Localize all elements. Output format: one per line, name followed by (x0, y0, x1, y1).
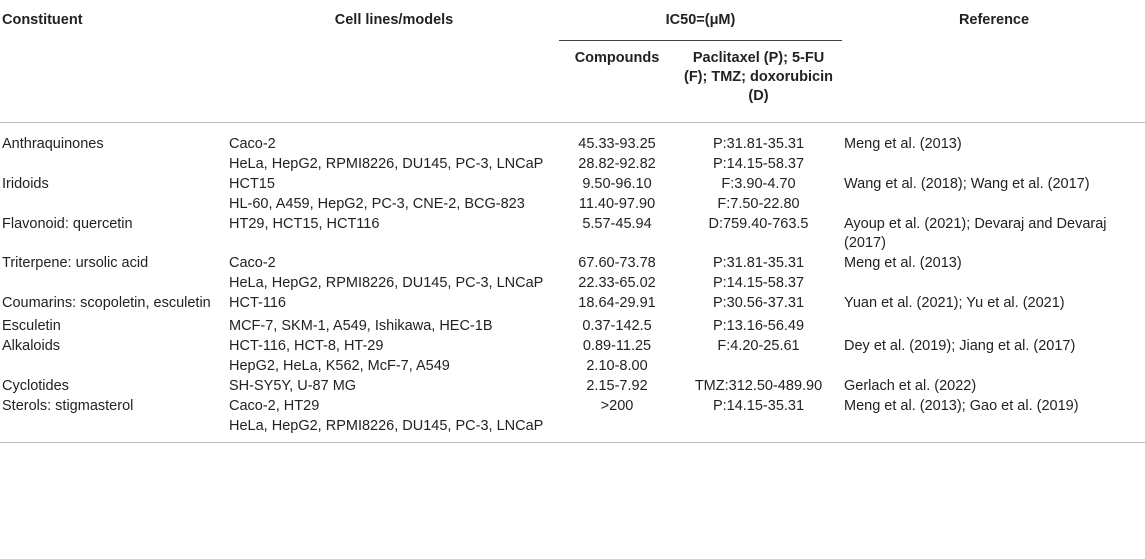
table-row: HeLa, HepG2, RPMI8226, DU145, PC-3, LNCa… (0, 155, 1145, 175)
cell-lines-cell: HepG2, HeLa, K562, McF-7, A549 (229, 358, 450, 374)
reference-cell: Meng et al. (2013) (844, 255, 962, 271)
reference-cell (842, 357, 1145, 377)
cell-lines-cell: HT29, HCT15, HCT116 (229, 216, 380, 232)
table-row: HepG2, HeLa, K562, McF-7, A549 2.10-8.00 (0, 357, 1145, 377)
constituent-cell: Anthraquinones (2, 136, 104, 152)
cell-lines-cell: HCT-116, HCT-8, HT-29 (229, 338, 384, 354)
cell-lines-cell: HCT15 (229, 176, 275, 192)
table-row: Anthraquinones Caco-2 45.33-93.25 P:31.8… (0, 123, 1145, 156)
drugs-cell (675, 357, 842, 377)
compounds-cell: 28.82-92.82 (578, 156, 656, 172)
cell-lines-cell: Caco-2 (229, 255, 276, 271)
cell-lines-cell: HeLa, HepG2, RPMI8226, DU145, PC-3, LNCa… (229, 417, 559, 443)
cell-lines-cell: HeLa, HepG2, RPMI8226, DU145, PC-3, LNCa… (229, 275, 544, 291)
drugs-cell: P:13.16-56.49 (712, 318, 805, 334)
compounds-cell: 5.57-45.94 (582, 216, 652, 232)
constituent-cell (0, 417, 229, 443)
compounds-cell (559, 417, 675, 443)
constituent-cell: Esculetin (2, 318, 61, 334)
compounds-cell: >200 (600, 398, 634, 414)
constituent-cell: Iridoids (2, 176, 49, 192)
reference-cell: Wang et al. (2018); Wang et al. (2017) (844, 176, 1090, 192)
table-row: Iridoids HCT15 9.50-96.10 F:3.90-4.70 Wa… (0, 175, 1145, 195)
constituent-cell: Sterols: stigmasterol (2, 398, 134, 414)
ic50-table: Constituent Cell lines/models IC50=(μM) … (0, 0, 1145, 443)
table-row: Coumarins: scopoletin, esculetin HCT-116… (0, 294, 1145, 314)
compounds-cell: 67.60-73.78 (578, 255, 656, 271)
reference-cell: Yuan et al. (2021); Yu et al. (2021) (844, 295, 1065, 311)
constituent-cell: Alkaloids (2, 338, 61, 354)
cell-lines-cell: Caco-2, HT29 (229, 398, 320, 414)
drugs-cell: P:14.15-58.37 (712, 275, 805, 291)
drugs-cell: P:14.15-58.37 (712, 156, 805, 172)
compounds-cell: 2.15-7.92 (586, 378, 648, 394)
compounds-cell: 45.33-93.25 (578, 136, 656, 152)
reference-cell (842, 417, 1145, 443)
constituent-cell (0, 195, 229, 215)
compounds-cell: 2.10-8.00 (586, 358, 648, 374)
compounds-cell: 0.37-142.5 (582, 318, 652, 334)
drugs-cell: F:3.90-4.70 (721, 176, 796, 192)
constituent-cell: Coumarins: scopoletin, esculetin (2, 295, 211, 311)
reference-cell: Gerlach et al. (2022) (844, 378, 977, 394)
cell-lines-cell: Caco-2 (229, 136, 276, 152)
reference-cell: Ayoup et al. (2021); Devaraj and Devaraj… (844, 216, 1107, 251)
header-constituent: Constituent (2, 12, 83, 28)
table-row: Alkaloids HCT-116, HCT-8, HT-29 0.89-11.… (0, 337, 1145, 357)
table-row: HL-60, A459, HepG2, PC-3, CNE-2, BCG-823… (0, 195, 1145, 215)
header-reference-drugs: Paclitaxel (P); 5-FU (F); TMZ; doxorubic… (684, 50, 833, 104)
table-row: HeLa, HepG2, RPMI8226, DU145, PC-3, LNCa… (0, 417, 1145, 443)
cell-lines-cell: MCF-7, SKM-1, A549, Ishikawa, HEC-1B (229, 318, 493, 334)
constituent-cell (0, 274, 229, 294)
drugs-cell: F:4.20-25.61 (717, 338, 800, 354)
table-row: Sterols: stigmasterol Caco-2, HT29 >200 … (0, 397, 1145, 417)
constituent-cell: Flavonoid: quercetin (2, 216, 133, 232)
constituent-cell: Cyclotides (2, 378, 69, 394)
drugs-cell (675, 417, 842, 443)
table-row: Esculetin MCF-7, SKM-1, A549, Ishikawa, … (0, 314, 1145, 337)
constituent-cell: Triterpene: ursolic acid (2, 255, 149, 271)
reference-cell: Meng et al. (2013); Gao et al. (2019) (844, 398, 1079, 414)
cell-lines-cell: SH-SY5Y, U-87 MG (229, 378, 357, 394)
drugs-cell: P:31.81-35.31 (712, 136, 805, 152)
compounds-cell: 9.50-96.10 (582, 176, 652, 192)
drugs-cell: TMZ:312.50-489.90 (694, 378, 823, 394)
cell-lines-cell: HeLa, HepG2, RPMI8226, DU145, PC-3, LNCa… (229, 156, 544, 172)
reference-cell: Dey et al. (2019); Jiang et al. (2017) (844, 338, 1076, 354)
header-compounds: Compounds (574, 50, 660, 66)
compounds-cell: 22.33-65.02 (578, 275, 656, 291)
table-row: Cyclotides SH-SY5Y, U-87 MG 2.15-7.92 TM… (0, 377, 1145, 397)
reference-cell (842, 155, 1145, 175)
drugs-cell: D:759.40-763.5 (708, 216, 809, 232)
drugs-cell: P:14.15-35.31 (712, 398, 805, 414)
reference-cell (842, 314, 1145, 337)
drugs-cell: P:30.56-37.31 (712, 295, 805, 311)
compounds-cell: 0.89-11.25 (582, 338, 652, 354)
header-cell-lines: Cell lines/models (334, 12, 454, 28)
cell-lines-cell: HL-60, A459, HepG2, PC-3, CNE-2, BCG-823 (229, 196, 525, 212)
header-reference: Reference (958, 12, 1030, 28)
constituent-cell (0, 155, 229, 175)
drugs-cell: P:31.81-35.31 (712, 255, 805, 271)
table-row: HeLa, HepG2, RPMI8226, DU145, PC-3, LNCa… (0, 274, 1145, 294)
table-row: Triterpene: ursolic acid Caco-2 67.60-73… (0, 254, 1145, 274)
reference-cell (842, 195, 1145, 215)
compounds-cell: 11.40-97.90 (578, 196, 656, 212)
table-row: Flavonoid: quercetin HT29, HCT15, HCT116… (0, 215, 1145, 254)
header-ic50: IC50=(μM) (559, 0, 842, 41)
reference-cell (842, 274, 1145, 294)
cell-lines-cell: HCT-116 (229, 295, 286, 311)
constituent-cell (0, 357, 229, 377)
compounds-cell: 18.64-29.91 (578, 295, 656, 311)
reference-cell: Meng et al. (2013) (844, 136, 962, 152)
drugs-cell: F:7.50-22.80 (717, 196, 800, 212)
header-divider (0, 112, 1145, 123)
